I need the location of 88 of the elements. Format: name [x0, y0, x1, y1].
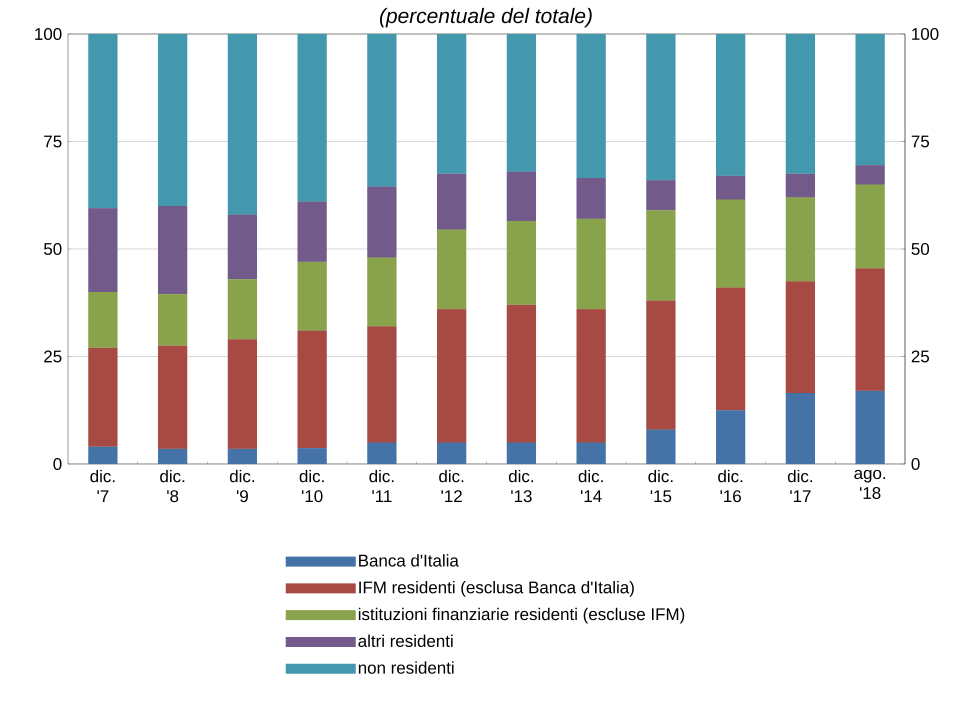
bar [786, 393, 816, 464]
bar [576, 309, 606, 442]
y-tick-label: 0 [53, 458, 62, 470]
bar [436, 309, 466, 442]
bar [786, 174, 816, 198]
bar [297, 202, 327, 262]
bar [228, 279, 258, 340]
bar [576, 218, 606, 310]
bar [576, 178, 606, 219]
x-tick-label: dic. '8 [160, 470, 184, 502]
bar [855, 165, 885, 184]
bar [855, 34, 885, 166]
bar [228, 448, 258, 464]
bar [506, 304, 536, 442]
bar [786, 281, 816, 394]
bar [716, 288, 746, 410]
bar [855, 390, 885, 464]
x-tick-label: dic. '17 [788, 470, 812, 502]
bar [855, 184, 885, 268]
bar [786, 34, 816, 174]
bar [367, 34, 397, 187]
bar [646, 300, 676, 430]
bar [576, 442, 606, 464]
bar [436, 34, 466, 174]
bar [367, 258, 397, 326]
bar [297, 330, 327, 448]
bar [88, 34, 118, 208]
y-tick-label: 75 [44, 136, 62, 148]
bar [576, 34, 606, 178]
bar [506, 221, 536, 305]
y2-tick-label: 0 [912, 458, 920, 470]
bar [646, 34, 676, 180]
bar [716, 34, 746, 176]
bar [646, 430, 676, 464]
y2-tick-label: 50 [912, 242, 930, 255]
bar [297, 262, 327, 331]
bar [855, 268, 885, 391]
bar [228, 34, 258, 215]
bar [506, 442, 536, 464]
bar [158, 294, 188, 346]
bar [88, 208, 118, 292]
bar [716, 410, 746, 464]
bar [646, 210, 676, 301]
bar [158, 34, 188, 206]
bar [367, 442, 397, 464]
bar [158, 448, 188, 464]
legend-label: non residenti [358, 661, 454, 674]
x-tick-label: dic. '15 [648, 470, 673, 502]
bar [367, 326, 397, 442]
x-tick-label: dic. '12 [439, 470, 464, 502]
legend-label: istituzioni finanziarie residenti (escluse IFM) [358, 608, 684, 624]
y2-tick-label: 25 [912, 350, 929, 362]
x-tick-label: ago. '18 [854, 470, 886, 500]
x-tick-label: dic. '10 [300, 470, 324, 502]
legend-label: Banca d'Italia [359, 554, 459, 567]
legend-label: altri residenti [358, 634, 453, 648]
bar [297, 34, 327, 202]
bar [228, 214, 258, 280]
y-tick-label: 100 [35, 28, 62, 40]
x-tick-label: dic. '16 [718, 470, 742, 502]
bar [716, 176, 746, 200]
x-tick-label: dic. '7 [90, 470, 115, 502]
bar [158, 206, 188, 294]
bar [228, 339, 258, 449]
bar [716, 200, 746, 288]
x-tick-label: dic. '13 [508, 470, 534, 502]
x-tick-label: dic. '11 [369, 470, 394, 502]
bar [786, 197, 816, 282]
y2-tick-label: 100 [912, 28, 938, 40]
bar [158, 346, 188, 449]
x-tick-label: dic. '9 [230, 470, 254, 502]
x-tick-label: dic. '14 [578, 470, 603, 502]
bar [436, 442, 466, 464]
bar [88, 292, 118, 348]
bar [88, 348, 118, 447]
legend-label: IFM residenti (esclusa Banca d'Italia) [359, 580, 634, 597]
bar [88, 446, 118, 464]
bar [297, 448, 327, 464]
y-tick-label: 25 [44, 350, 62, 362]
bar [436, 230, 466, 310]
bar [367, 186, 397, 258]
y2-tick-label: 75 [912, 136, 929, 148]
bar [436, 174, 466, 230]
y-tick-label: 50 [44, 242, 62, 255]
bar [506, 34, 536, 172]
chart-title: (percentuale del totale) [380, 8, 592, 28]
bar [506, 172, 536, 222]
bar [646, 180, 676, 210]
